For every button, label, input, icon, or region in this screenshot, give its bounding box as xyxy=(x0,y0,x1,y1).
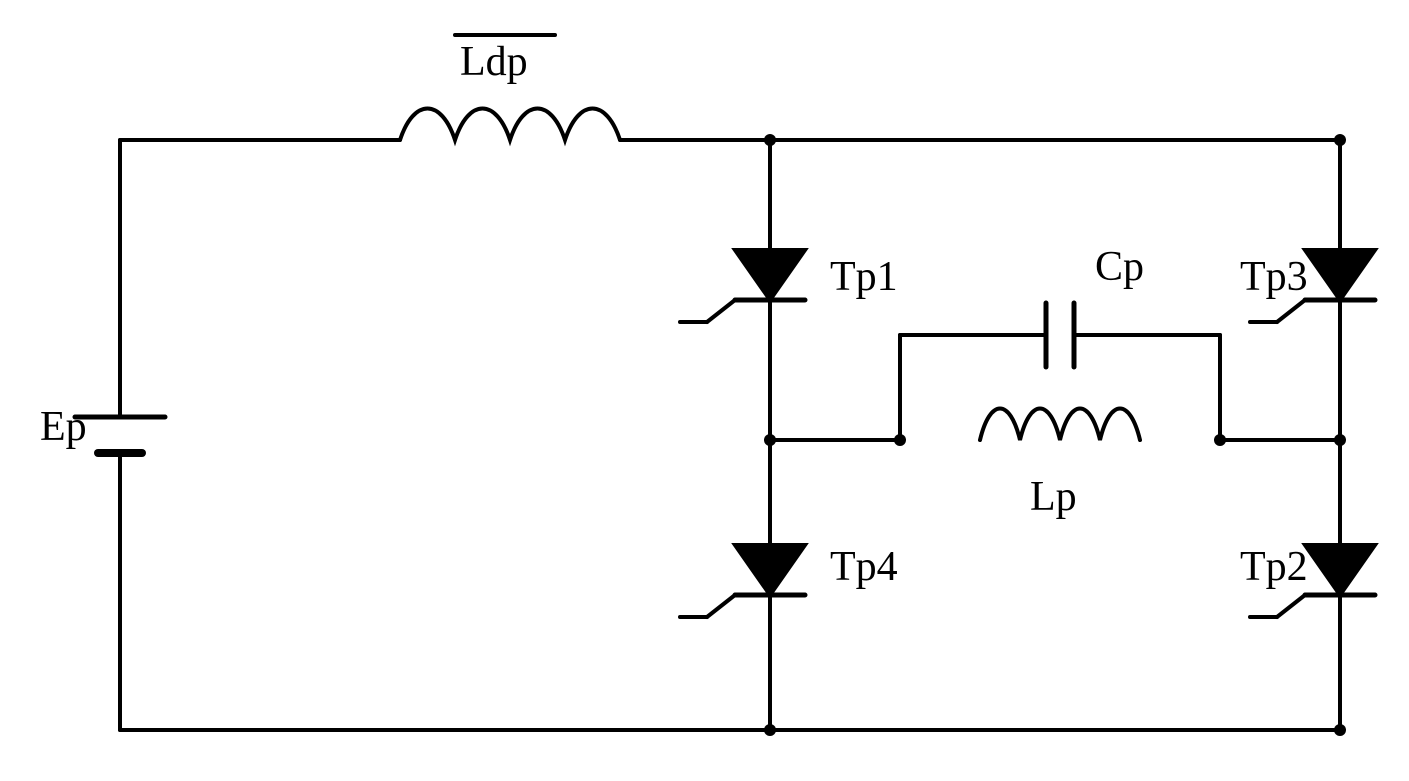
Tp2-label: Tp2 xyxy=(1240,544,1308,590)
Tp3-label: Tp3 xyxy=(1240,254,1308,300)
Cp-label: Cp xyxy=(1095,244,1144,290)
Tp1-label: Tp1 xyxy=(830,254,898,300)
Ldp-label: Ldp xyxy=(460,39,528,85)
Ep-label: Ep xyxy=(40,404,87,450)
Tp4-label: Tp4 xyxy=(830,544,898,590)
circuit-diagram: Ep Ldp Tp1 Tp3 Tp4 Tp2 Cp Lp xyxy=(20,20,1409,761)
Lp-label: Lp xyxy=(1030,474,1077,520)
